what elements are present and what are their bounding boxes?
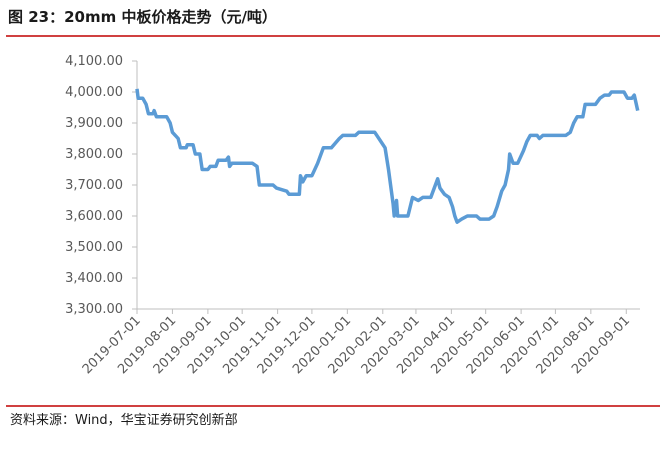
- y-tick-label: 3,300.00: [65, 302, 123, 317]
- y-tick-label: 3,900.00: [65, 116, 123, 131]
- y-tick-label: 4,000.00: [65, 85, 123, 100]
- y-tick-label: 4,100.00: [65, 54, 123, 69]
- y-tick-label: 3,800.00: [65, 147, 123, 162]
- chart-title: 图 23：20mm 中板价格走势（元/吨）: [8, 8, 277, 26]
- y-tick-label: 3,600.00: [65, 209, 123, 224]
- source-note: 资料来源：Wind，华宝证券研究创新部: [10, 412, 238, 428]
- y-tick-label: 3,500.00: [65, 240, 123, 255]
- y-tick-label: 3,700.00: [65, 178, 123, 193]
- y-tick-label: 3,400.00: [65, 271, 123, 286]
- data-line: [135, 88, 640, 224]
